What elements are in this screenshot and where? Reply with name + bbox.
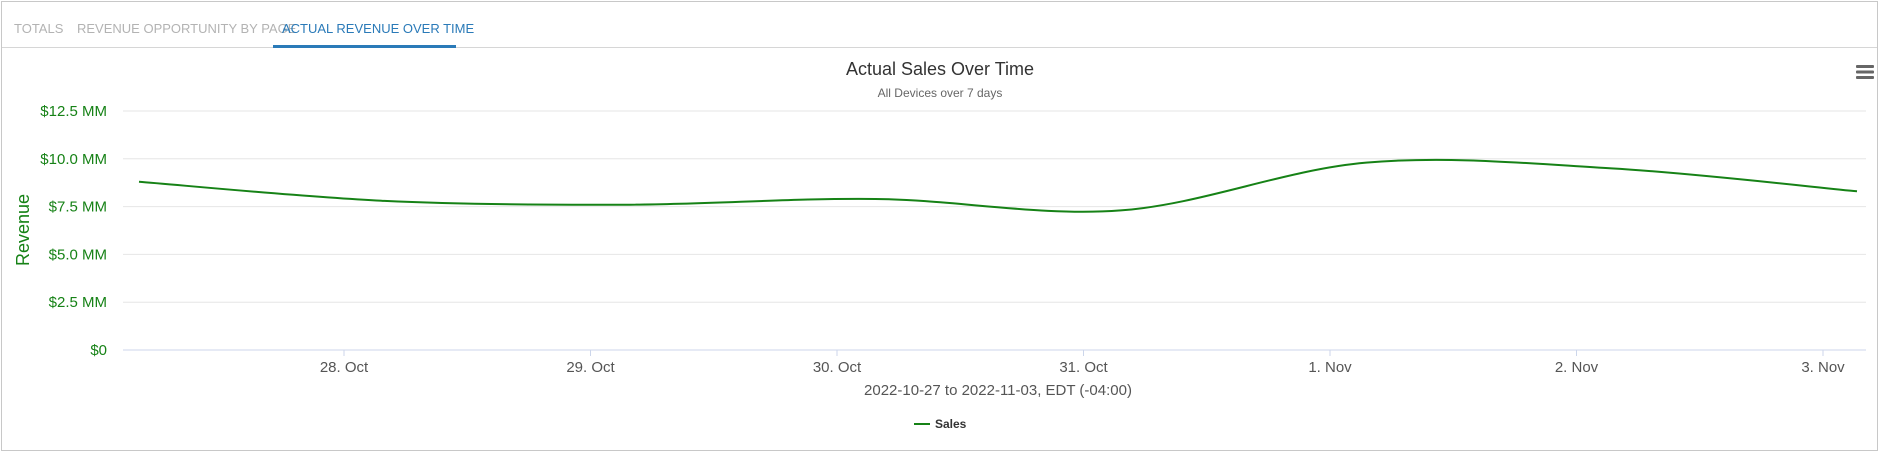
y-tick-label: $0	[90, 342, 107, 359]
y-tick-label: $12.5 MM	[40, 103, 107, 120]
x-axis-ticks: 28. Oct 29. Oct 30. Oct 31. Oct 1. Nov 2. Nov…	[320, 350, 1845, 376]
x-tick-label: 31. Oct	[1059, 359, 1108, 376]
legend-label-sales: Sales	[935, 417, 967, 431]
y-axis-ticks: $0 $2.5 MM $5.0 MM $7.5 MM $10.0 MM $12.5 MM	[40, 103, 107, 359]
tab-revenue-opportunity-by-page[interactable]: REVENUE OPPORTUNITY BY PAGE	[77, 21, 297, 36]
x-tick-label: 28. Oct	[320, 359, 369, 376]
tab-totals[interactable]: TOTALS	[14, 21, 64, 36]
x-tick-label: 3. Nov	[1801, 359, 1845, 376]
y-axis-label: Revenue	[13, 194, 33, 266]
y-tick-label: $10.0 MM	[40, 151, 107, 168]
tab-bar: TOTALS REVENUE OPPORTUNITY BY PAGE ACTUA…	[2, 2, 1877, 48]
chart-legend[interactable]: Sales	[914, 417, 967, 431]
y-tick-label: $5.0 MM	[49, 246, 107, 263]
y-tick-label: $2.5 MM	[49, 294, 107, 311]
x-tick-label: 30. Oct	[813, 359, 862, 376]
hamburger-menu-icon[interactable]	[1856, 64, 1874, 80]
x-tick-label: 2. Nov	[1555, 359, 1599, 376]
chart-subtitle: All Devices over 7 days	[878, 86, 1003, 100]
chart-title: Actual Sales Over Time	[846, 59, 1034, 79]
tab-actual-revenue-over-time[interactable]: ACTUAL REVENUE OVER TIME	[282, 21, 475, 36]
y-tick-label: $7.5 MM	[49, 199, 107, 216]
x-tick-label: 1. Nov	[1308, 359, 1352, 376]
active-tab-indicator	[273, 45, 456, 48]
x-axis-label: 2022-10-27 to 2022-11-03, EDT (-04:00)	[864, 382, 1132, 399]
x-tick-label: 29. Oct	[566, 359, 615, 376]
grid-lines	[123, 110, 1866, 351]
series-line-sales[interactable]	[138, 158, 1858, 213]
